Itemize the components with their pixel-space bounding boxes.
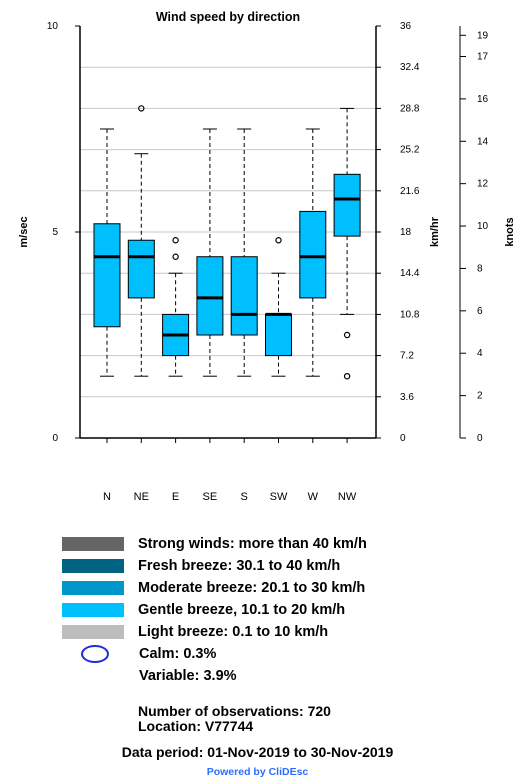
x-tick-label-nw: NW (338, 491, 357, 503)
outlier-point (138, 105, 145, 112)
legend-label: Light breeze: 0.1 to 10 km/h (138, 624, 329, 640)
x-tick-label-w: W (308, 491, 319, 503)
right-tick-label: 14.4 (400, 268, 420, 279)
knots-tick-label: 8 (477, 263, 483, 274)
left-tick-label: 10 (47, 21, 59, 32)
box-nw (333, 173, 361, 237)
calm-circle-icon (81, 645, 109, 663)
knots-tick-label: 19 (477, 30, 489, 41)
legend-swatch (62, 603, 124, 617)
legend-item-fresh: Fresh breeze: 30.1 to 40 km/h (62, 555, 482, 577)
knots-tick-label: 12 (477, 179, 489, 190)
box-sw (265, 313, 292, 357)
right-tick-label: 32.4 (400, 62, 420, 73)
legend-label: Gentle breeze, 10.1 to 20 km/h (138, 602, 346, 618)
legend-swatch (62, 581, 124, 595)
right-tick-label: 7.2 (400, 351, 414, 362)
box-ne (127, 239, 155, 299)
outlier-point (172, 253, 179, 260)
observations-count: Number of observations: 720 (138, 703, 331, 719)
knots-tick-label: 14 (477, 136, 489, 147)
box-se (196, 256, 224, 336)
right-tick-label: 0 (400, 433, 406, 444)
knots-tick-label: 4 (477, 348, 483, 359)
outlier-point (343, 373, 351, 380)
right-tick-label: 18 (400, 227, 412, 238)
knots-tick-label: 6 (477, 306, 483, 317)
chart-title: Wind speed by direction (156, 10, 300, 24)
right-tick-label: 21.6 (400, 186, 420, 197)
box-n (93, 223, 121, 328)
legend-item-variable: Variable: 3.9% (62, 665, 482, 687)
x-tick-label-ne: NE (134, 491, 149, 503)
knots-tick-label: 0 (477, 433, 483, 444)
right-tick-label: 3.6 (400, 392, 414, 403)
legend-item-gentle: Gentle breeze, 10.1 to 20 km/h (62, 599, 482, 621)
left-axis-label: m/sec (18, 216, 30, 247)
right-axis-label: km/hr (429, 216, 441, 247)
legend-label: Strong winds: more than 40 km/h (138, 536, 367, 552)
knots-tick-label: 10 (477, 221, 489, 232)
outlier-point (275, 237, 282, 244)
knots-axis-label: knots (504, 217, 515, 246)
legend-item-moderate: Moderate breeze: 20.1 to 30 km/h (62, 577, 482, 599)
calm-label: Calm: 0.3% (139, 646, 217, 662)
powered-by: Powered by CliDEsc (206, 766, 309, 778)
x-tick-label-n: N (103, 491, 111, 503)
axes: 0 5 10 m/sec 0 3.6 7.2 10.8 14.4 18 21.6 25.2 28.8 32… (18, 21, 515, 503)
right-tick-label: 10.8 (400, 309, 420, 320)
location-label: Location: V77744 (138, 718, 254, 734)
x-tick-label-s: S (241, 491, 248, 503)
legend-item-light: Light breeze: 0.1 to 10 km/h (62, 621, 482, 643)
data-period: Data period: 01-Nov-2019 to 30-Nov-2019 (121, 744, 394, 760)
x-tick-label-sw: SW (270, 491, 288, 503)
right-tick-label: 28.8 (400, 103, 420, 114)
legend-swatch (62, 537, 124, 551)
left-tick-label: 5 (52, 227, 58, 238)
legend-swatch (62, 625, 124, 639)
legend-item-strong: Strong winds: more than 40 km/h (62, 533, 482, 555)
left-tick-label: 0 (52, 433, 58, 444)
variable-label: Variable: 3.9% (139, 668, 237, 684)
right-tick-label: 25.2 (400, 145, 420, 156)
wind-boxplot-chart: Wind speed by direction 0 5 10 m/sec 0 3.6 7.2… (18, 10, 515, 503)
box-w (299, 210, 327, 299)
legend-swatch (62, 559, 124, 573)
observation-info: Number of observations: 720 Location: V7… (138, 704, 331, 734)
boxes (93, 105, 361, 380)
x-tick-label-se: SE (203, 491, 218, 503)
legend: Strong winds: more than 40 km/h Fresh br… (62, 533, 482, 687)
grid-lines (80, 66, 376, 398)
legend-label: Moderate breeze: 20.1 to 30 km/h (138, 580, 366, 596)
knots-tick-label: 16 (477, 94, 489, 105)
legend-label: Fresh breeze: 30.1 to 40 km/h (138, 558, 341, 574)
box-s (230, 256, 258, 336)
legend-item-calm: Calm: 0.3% (62, 643, 482, 665)
outlier-point (343, 331, 351, 339)
outlier-point (172, 237, 179, 244)
right-tick-label: 36 (400, 21, 412, 32)
x-tick-label-e: E (172, 491, 179, 503)
knots-tick-label: 2 (477, 391, 483, 402)
knots-tick-label: 17 (477, 51, 489, 62)
